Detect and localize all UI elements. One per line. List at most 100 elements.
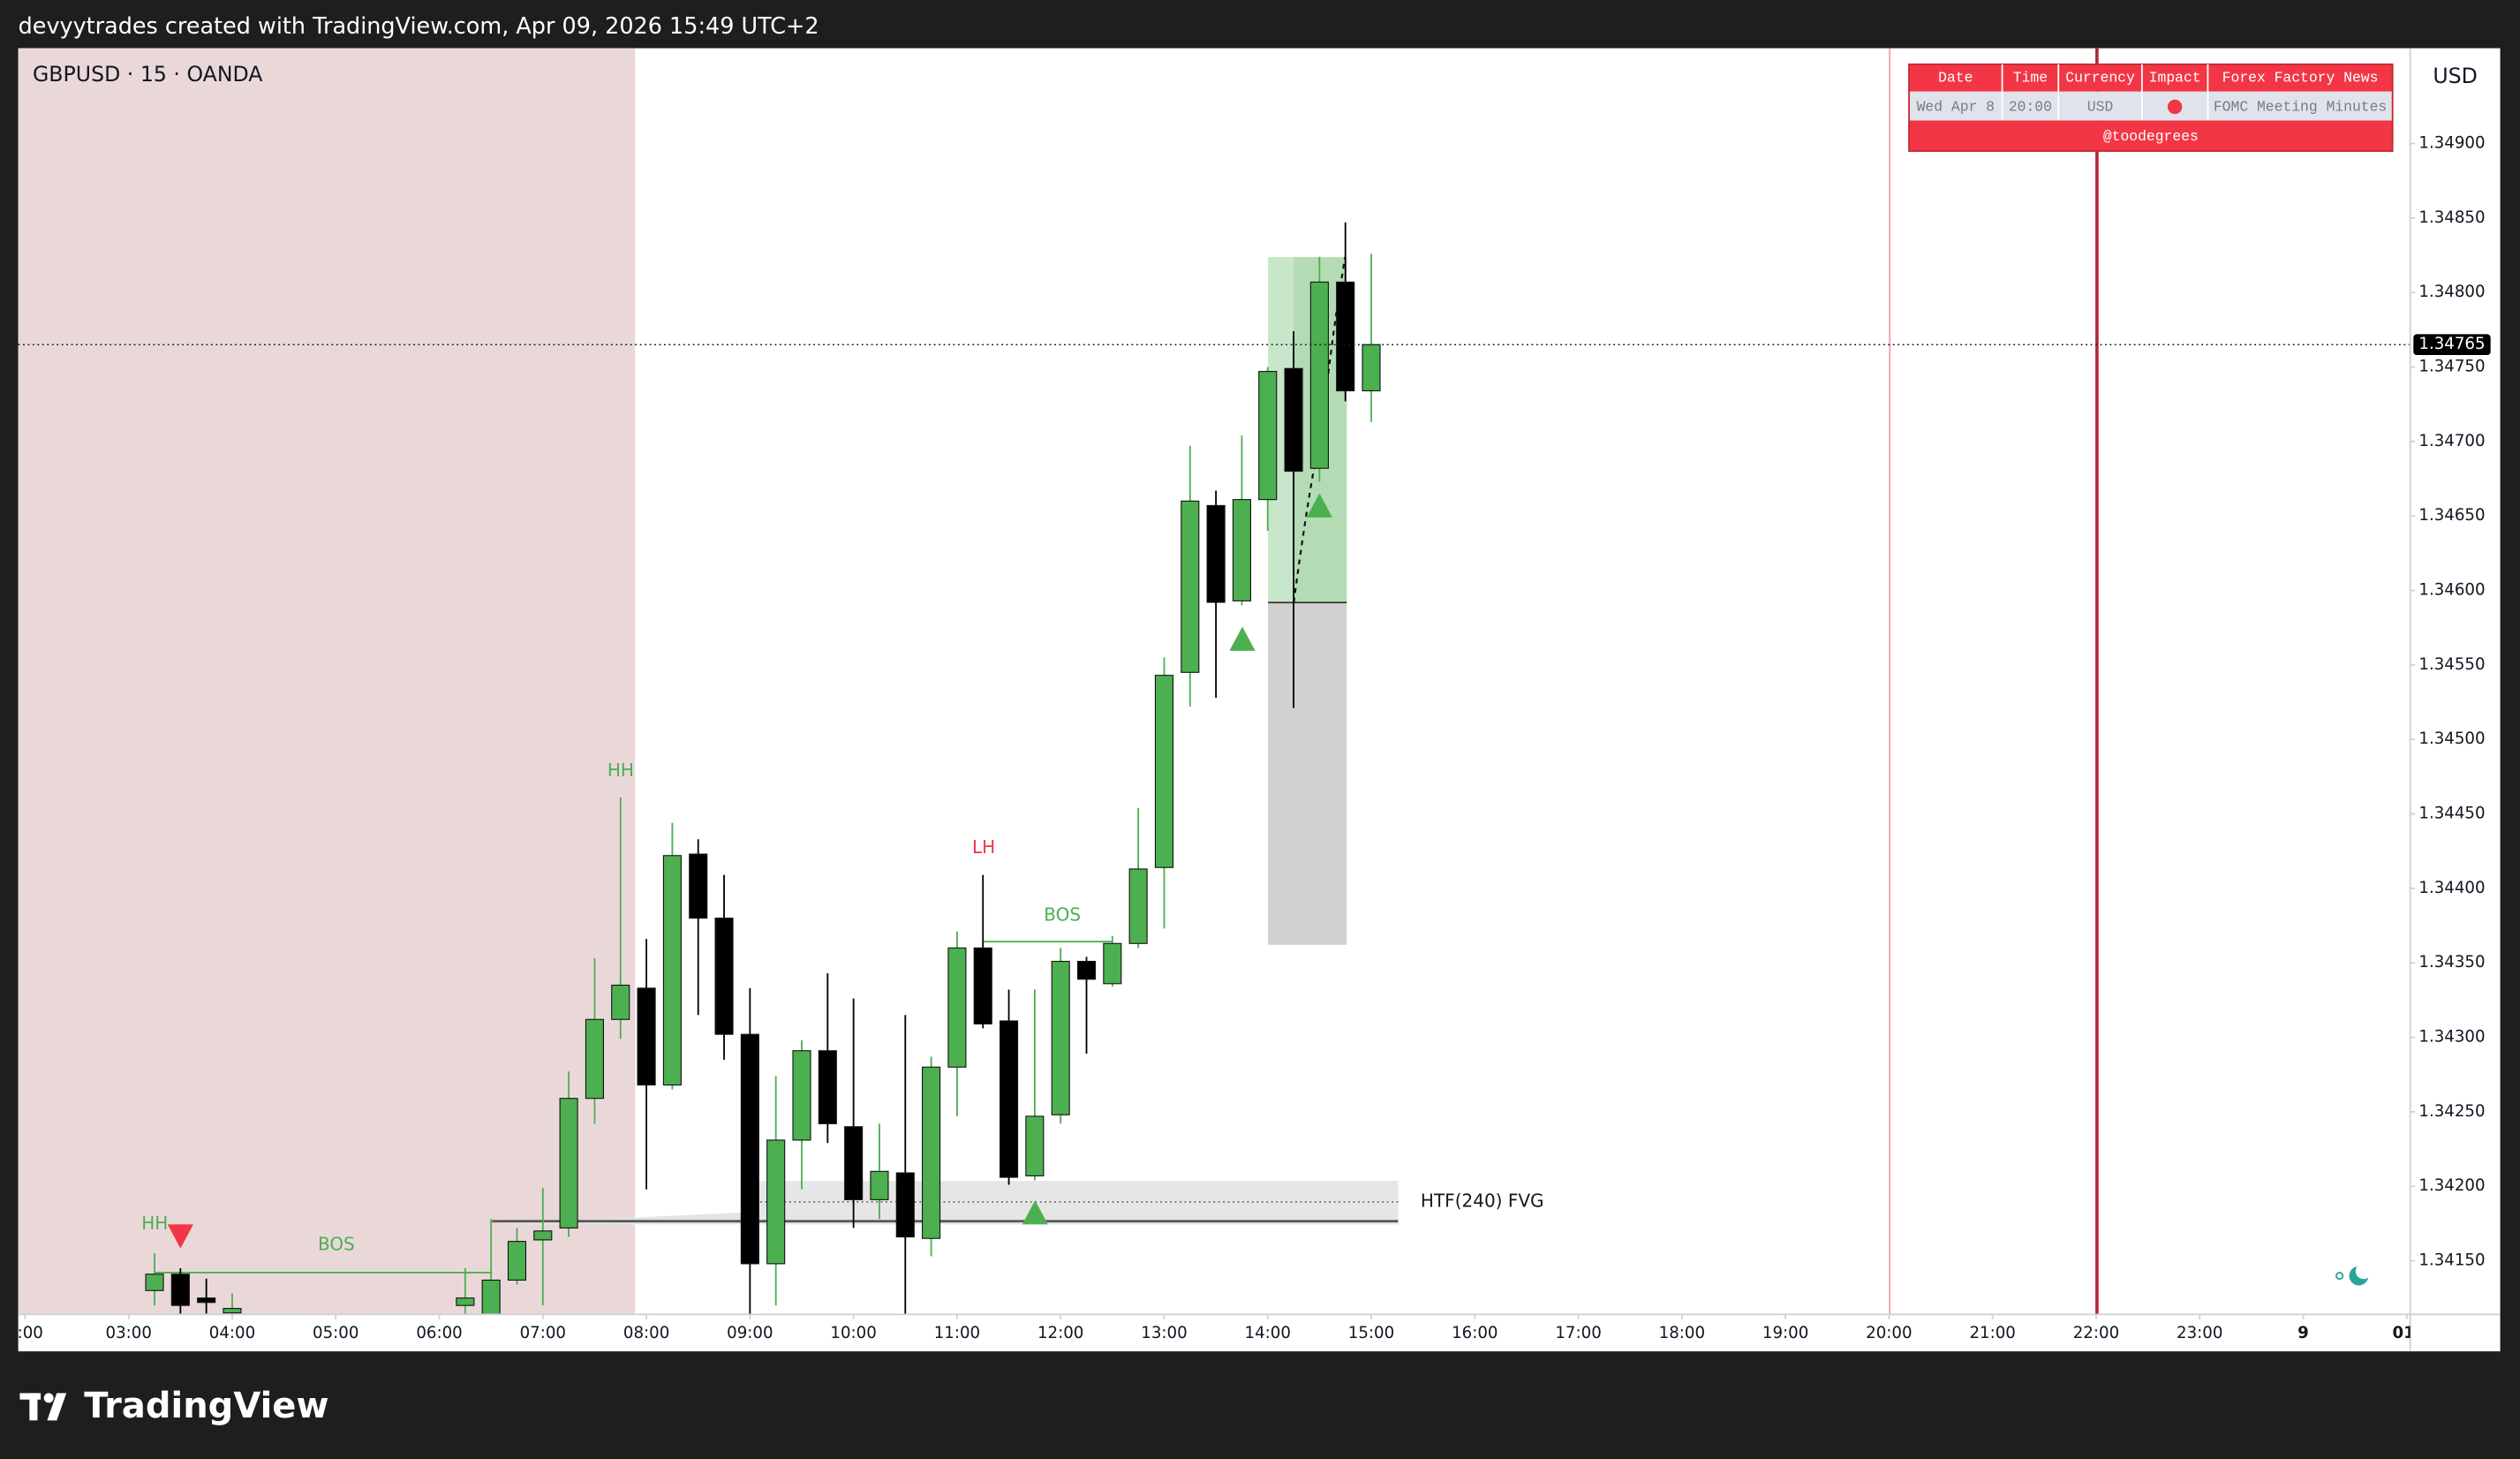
x-tick-label: 05:00 (313, 1324, 358, 1342)
candle-body (792, 1050, 811, 1141)
y-tick-label: 1.34700 (2418, 432, 2485, 450)
sell-signal (167, 1224, 193, 1249)
candle-body (818, 1050, 837, 1124)
x-tick-label: 20:00 (1866, 1324, 1912, 1342)
table-header: Impact (2149, 70, 2201, 87)
x-tick-label: 23:00 (2177, 1324, 2222, 1342)
candle-body (637, 987, 656, 1086)
candle-body (766, 1139, 786, 1265)
table-header: Date (1938, 70, 1973, 87)
annotation: HTF(240) FVG (1421, 1190, 1544, 1211)
candle-body (507, 1241, 527, 1281)
candle-body (1181, 500, 1200, 673)
x-tick-label: 14:00 (1245, 1324, 1291, 1342)
candle-body (947, 947, 967, 1068)
candle-body (714, 918, 734, 1035)
y-tick-label: 1.34450 (2418, 805, 2485, 823)
currency-label: USD (2433, 64, 2478, 88)
table-footer: @toodegrees (2103, 128, 2199, 145)
candle-body (197, 1297, 216, 1304)
x-tick-label: 19:00 (1762, 1324, 1808, 1342)
x-tick-label: 22:00 (2073, 1324, 2119, 1342)
stop-zone (1268, 602, 1347, 945)
x-tick-label: 11:00 (934, 1324, 980, 1342)
y-tick-label: 1.34150 (2418, 1251, 2485, 1270)
plot-area (18, 48, 2411, 1315)
y-tick-label: 1.34600 (2418, 581, 2485, 600)
last-price-label: 1.34765 (2418, 335, 2485, 353)
candle-body (611, 984, 630, 1020)
x-tick-label: 01: (2392, 1324, 2421, 1342)
annotation: HH (141, 1213, 168, 1234)
candle-body (662, 855, 682, 1086)
candle-body (1362, 344, 1381, 392)
table-cell: 20:00 (2009, 98, 2052, 115)
x-tick-label: 15:00 (1348, 1324, 1394, 1342)
x-tick-label: 2:00 (7, 1324, 43, 1342)
y-tick-label: 1.34650 (2418, 506, 2485, 525)
candle-body (844, 1126, 864, 1200)
candle-body (145, 1274, 164, 1291)
candle-body (1336, 281, 1355, 392)
candle-body (533, 1230, 553, 1241)
table-header: Currency (2065, 70, 2135, 87)
candle-body (585, 1018, 605, 1100)
y-tick-label: 1.34850 (2418, 208, 2485, 227)
candle-body (973, 947, 992, 1024)
x-tick-label: 03:00 (105, 1324, 151, 1342)
candle-body (689, 853, 708, 919)
candle-body (456, 1297, 475, 1306)
y-tick-label: 1.34250 (2418, 1102, 2485, 1121)
x-tick-label: 10:00 (830, 1324, 876, 1342)
candle-body (170, 1274, 190, 1306)
x-tick-label: 08:00 (623, 1324, 669, 1342)
table-header-bg (1909, 64, 2393, 92)
table-border (1908, 63, 2394, 152)
header-caption: devyytrades created with TradingView.com… (19, 13, 819, 40)
table-header: Time (2013, 70, 2048, 87)
table-cell: USD (2087, 98, 2113, 115)
y-tick-label: 1.34200 (2418, 1176, 2485, 1195)
impact-dot (2167, 99, 2183, 115)
x-axis: 2:00 03:00 04:00 05:00 06:00 07:00 08:00 09:00 1… (7, 1314, 2421, 1342)
session-shade (18, 48, 636, 1315)
projection-path (1293, 256, 1347, 603)
x-tick-label: 17:00 (1555, 1324, 1601, 1342)
candle-body (999, 1020, 1019, 1178)
candle-body (922, 1066, 941, 1239)
y-axis: 1.34150 1.34200 1.34250 1.34300 1.34350 1.344… (2410, 134, 2491, 1270)
candle-body (1128, 868, 1148, 944)
candle-body (740, 1033, 759, 1265)
candle-body (559, 1098, 578, 1228)
annotation: BOS (318, 1234, 355, 1255)
annotation: HH (607, 760, 634, 781)
candle-body (1206, 504, 1226, 603)
candle-body (1284, 367, 1303, 472)
y-tick-label: 1.34550 (2418, 655, 2485, 674)
candle-body (870, 1170, 889, 1200)
y-tick-label: 1.34500 (2418, 730, 2485, 748)
buy-signal (1306, 493, 1332, 518)
candle-body (223, 1307, 242, 1314)
candle-body (895, 1172, 915, 1238)
candle-body (1258, 371, 1278, 501)
candles (145, 222, 1381, 1315)
x-tick-label: 18:00 (1659, 1324, 1705, 1342)
x-tick-label: 06:00 (416, 1324, 462, 1342)
x-tick-label: 04:00 (209, 1324, 255, 1342)
y-tick-label: 1.34400 (2418, 879, 2485, 897)
chart-title: GBPUSD · 15 · OANDA (33, 62, 263, 87)
x-tick-label: 21:00 (1969, 1324, 2015, 1342)
table-cell: Wed Apr 8 (1917, 98, 1995, 115)
candle-body (1154, 675, 1174, 868)
theme-icon (2335, 1263, 2373, 1286)
last-price-box (2413, 334, 2491, 356)
candle-body (1051, 960, 1070, 1115)
x-tick-label: 12:00 (1037, 1324, 1083, 1342)
table-row-bg (1909, 91, 2393, 121)
y-tick-label: 1.34800 (2418, 283, 2485, 301)
y-tick-label: 1.34750 (2418, 358, 2485, 376)
x-tick-label: 9 (2297, 1324, 2309, 1342)
